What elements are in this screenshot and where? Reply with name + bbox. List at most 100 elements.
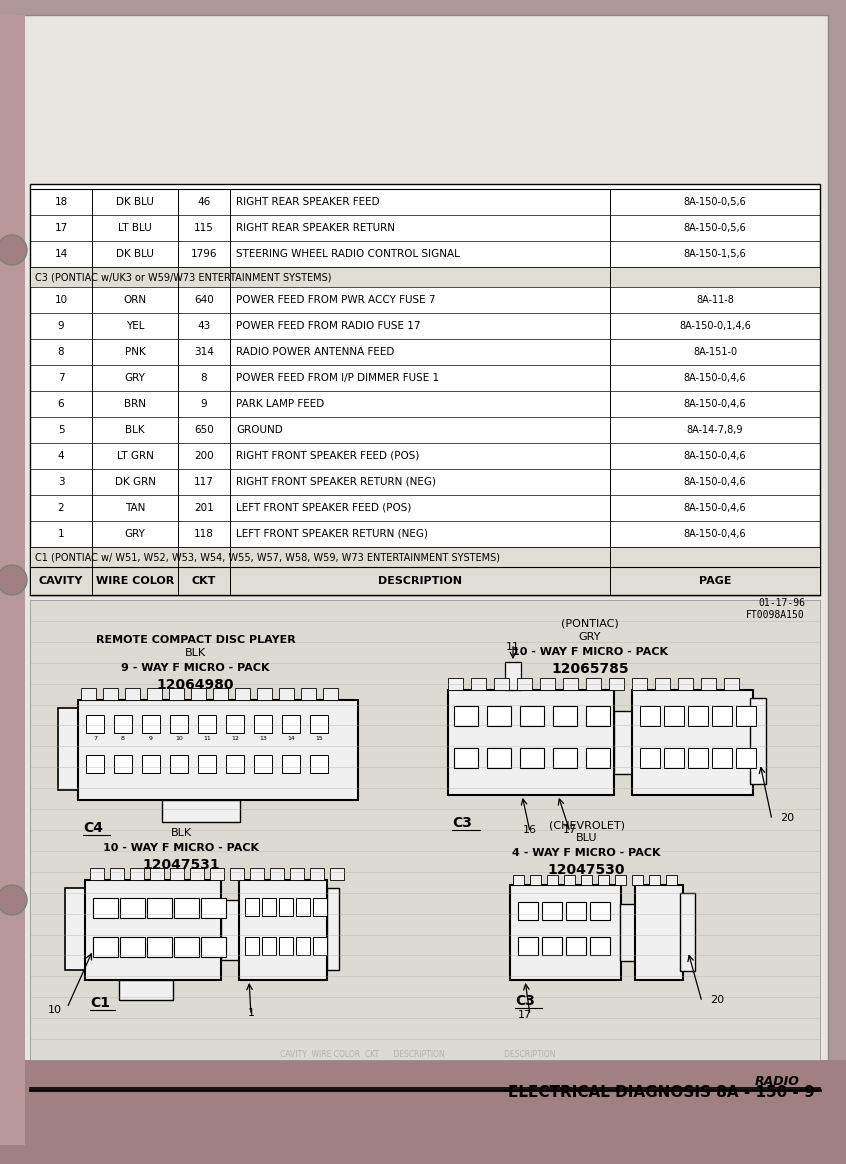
Text: 8A-150-0,4,6: 8A-150-0,4,6 — [684, 477, 746, 487]
Text: YEL: YEL — [126, 321, 145, 331]
Bar — [454, 705, 478, 725]
Bar — [547, 875, 558, 885]
Text: 118: 118 — [194, 528, 214, 539]
Bar — [736, 747, 756, 768]
Text: POWER FEED FROM RADIO FUSE 17: POWER FEED FROM RADIO FUSE 17 — [236, 321, 420, 331]
Text: 8: 8 — [121, 736, 125, 740]
Text: 14: 14 — [287, 736, 295, 740]
Text: BLU: BLU — [576, 833, 597, 843]
Bar — [296, 937, 310, 954]
Bar — [736, 705, 756, 725]
Bar — [590, 937, 610, 956]
Bar — [313, 937, 327, 954]
Bar — [563, 677, 578, 690]
Text: LEFT FRONT SPEAKER FEED (POS): LEFT FRONT SPEAKER FEED (POS) — [236, 503, 411, 513]
Text: 9: 9 — [58, 321, 64, 331]
Text: CKT: CKT — [192, 576, 217, 585]
Text: 8A-150-1,5,6: 8A-150-1,5,6 — [684, 249, 746, 260]
Bar — [615, 875, 626, 885]
Text: RIGHT FRONT SPEAKER RETURN (NEG): RIGHT FRONT SPEAKER RETURN (NEG) — [236, 477, 436, 487]
Bar — [130, 868, 144, 880]
Bar — [586, 705, 610, 725]
Bar — [750, 698, 766, 785]
Text: 1: 1 — [248, 1008, 255, 1018]
Bar — [250, 868, 264, 880]
Text: 20: 20 — [710, 995, 724, 1005]
Text: (CHEVROLET): (CHEVROLET) — [548, 819, 624, 830]
Text: 4 - WAY F MICRO - PACK: 4 - WAY F MICRO - PACK — [512, 849, 661, 858]
Bar — [120, 937, 145, 957]
Text: BLK: BLK — [170, 828, 191, 838]
Bar — [540, 677, 555, 690]
Bar — [262, 897, 276, 916]
Bar — [664, 747, 684, 768]
Bar — [198, 715, 216, 733]
Bar — [688, 705, 708, 725]
Bar — [245, 897, 259, 916]
Bar — [664, 705, 684, 725]
Bar — [518, 937, 538, 956]
Text: 13: 13 — [259, 736, 267, 740]
Bar — [542, 902, 562, 920]
Text: 17: 17 — [518, 1010, 532, 1020]
Bar — [86, 715, 104, 733]
Text: 314: 314 — [194, 347, 214, 357]
Bar — [119, 980, 173, 1000]
Text: 9 - WAY F MICRO - PACK: 9 - WAY F MICRO - PACK — [121, 663, 270, 673]
Bar — [724, 677, 739, 690]
Bar — [254, 755, 272, 773]
Bar — [198, 755, 216, 773]
Text: 10: 10 — [48, 1005, 62, 1015]
Text: 2: 2 — [58, 503, 64, 513]
Bar — [712, 705, 732, 725]
Text: 3: 3 — [58, 477, 64, 487]
Bar — [270, 868, 284, 880]
Bar — [230, 868, 244, 880]
Text: DK BLU: DK BLU — [116, 249, 154, 260]
Text: 9: 9 — [201, 399, 207, 409]
Bar — [114, 755, 132, 773]
Bar — [566, 902, 586, 920]
Text: C3 (PONTIAC w/UK3 or W59/W73 ENTERTAINMENT SYSTEMS): C3 (PONTIAC w/UK3 or W59/W73 ENTERTAINME… — [35, 272, 332, 282]
Bar — [257, 688, 272, 700]
Bar — [310, 868, 324, 880]
Bar — [30, 567, 820, 595]
Bar — [169, 688, 184, 700]
Text: 01-17-96
FT0098A150: 01-17-96 FT0098A150 — [746, 598, 805, 620]
Bar — [553, 747, 577, 768]
Bar — [632, 875, 643, 885]
Text: ELECTRICAL DIAGNOSIS 8A - 150 - 9: ELECTRICAL DIAGNOSIS 8A - 150 - 9 — [508, 1085, 815, 1100]
Bar — [586, 677, 601, 690]
Text: 10 - WAY F MICRO - PACK: 10 - WAY F MICRO - PACK — [103, 843, 259, 853]
Bar — [190, 868, 204, 880]
Bar — [114, 715, 132, 733]
Bar — [142, 755, 160, 773]
Bar — [590, 902, 610, 920]
Text: C4: C4 — [83, 821, 103, 835]
Bar — [327, 888, 339, 970]
Text: C3: C3 — [515, 994, 535, 1008]
Bar — [170, 715, 188, 733]
Text: 18: 18 — [54, 197, 68, 207]
Text: 8A-150-0,4,6: 8A-150-0,4,6 — [684, 399, 746, 409]
Bar — [566, 937, 586, 956]
Bar — [542, 937, 562, 956]
Text: 8A-150-0,4,6: 8A-150-0,4,6 — [684, 372, 746, 383]
Bar — [614, 711, 632, 774]
Bar — [301, 688, 316, 700]
Bar — [598, 875, 609, 885]
Bar — [487, 705, 511, 725]
Bar — [505, 662, 521, 690]
Bar — [517, 677, 532, 690]
Text: 8: 8 — [58, 347, 64, 357]
Text: DK BLU: DK BLU — [116, 197, 154, 207]
Text: 16: 16 — [523, 825, 537, 835]
Bar — [191, 688, 206, 700]
Bar — [688, 747, 708, 768]
Text: 1796: 1796 — [190, 249, 217, 260]
Bar — [666, 875, 677, 885]
Text: 8: 8 — [201, 372, 207, 383]
Bar — [226, 715, 244, 733]
Text: 4: 4 — [58, 450, 64, 461]
Bar — [454, 747, 478, 768]
